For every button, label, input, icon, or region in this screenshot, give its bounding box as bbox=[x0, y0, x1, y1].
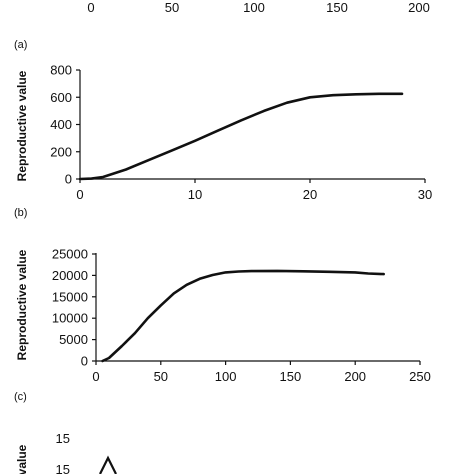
top-x-tick-label: 0 bbox=[87, 0, 94, 15]
top-x-tick-label: 150 bbox=[326, 0, 348, 15]
panel-b-y-tick-label: 0 bbox=[81, 354, 88, 369]
panel-a-y-tick-label: 800 bbox=[50, 63, 72, 78]
panel-b-x-tick-label: 250 bbox=[409, 369, 431, 384]
top-x-tick-label: 200 bbox=[408, 0, 430, 15]
panel-c-y-tick-label-cut: 15 bbox=[56, 462, 70, 474]
panel-c-y-axis-label: value bbox=[15, 444, 29, 474]
panel-c-triangle-marker bbox=[99, 455, 117, 474]
panel-b-x-tick-label: 150 bbox=[280, 369, 302, 384]
panel-a-y-axis-label: Reproductive value bbox=[15, 70, 29, 181]
panel-a-x-tick-label: 20 bbox=[303, 187, 317, 202]
panel-c-y-tick-label: 15 bbox=[56, 431, 70, 446]
panel-b-plot: 0 5000 10000 15000 20000 25000 0 50 100 150 200 250 bbox=[52, 247, 431, 385]
panel-label-b: (b) bbox=[14, 207, 27, 219]
panel-a-series-line bbox=[78, 92, 404, 181]
panel-b-y-tick-label: 25000 bbox=[52, 247, 88, 262]
panel-label-a: (a) bbox=[14, 39, 27, 51]
panel-b-y-axis-label: Reproductive value bbox=[15, 249, 29, 360]
panel-b-x-tick-label: 50 bbox=[154, 369, 168, 384]
panel-b-y-tick-label: 20000 bbox=[52, 268, 88, 283]
panel-b-y-tick-label: 10000 bbox=[52, 311, 88, 326]
top-x-tick-labels: 0 50 100 150 200 bbox=[87, 0, 429, 15]
panel-a-y-tick-label: 600 bbox=[50, 90, 72, 105]
panel-b-y-tick-label: 15000 bbox=[52, 289, 88, 304]
panel-a-x-tick-label: 10 bbox=[188, 187, 202, 202]
panel-label-c: (c) bbox=[14, 391, 27, 403]
top-x-tick-label: 100 bbox=[243, 0, 265, 15]
panel-a-y-tick-label: 0 bbox=[65, 172, 72, 187]
panel-b-x-tick-label: 200 bbox=[344, 369, 366, 384]
top-x-tick-label: 50 bbox=[165, 0, 179, 15]
panel-a-y-tick-label: 200 bbox=[50, 144, 72, 159]
panel-b-x-tick-label: 0 bbox=[92, 369, 99, 384]
panel-b-y-tick-label: 5000 bbox=[59, 332, 88, 347]
panel-b-series-line bbox=[101, 269, 385, 363]
panel-a-x-tick-label: 30 bbox=[418, 187, 432, 202]
panel-a-x-tick-label: 0 bbox=[76, 187, 83, 202]
panel-a-plot: 0 200 400 600 800 0 10 20 30 bbox=[50, 63, 432, 203]
panel-a-y-tick-label: 400 bbox=[50, 117, 72, 132]
panel-b-x-tick-label: 100 bbox=[215, 369, 237, 384]
